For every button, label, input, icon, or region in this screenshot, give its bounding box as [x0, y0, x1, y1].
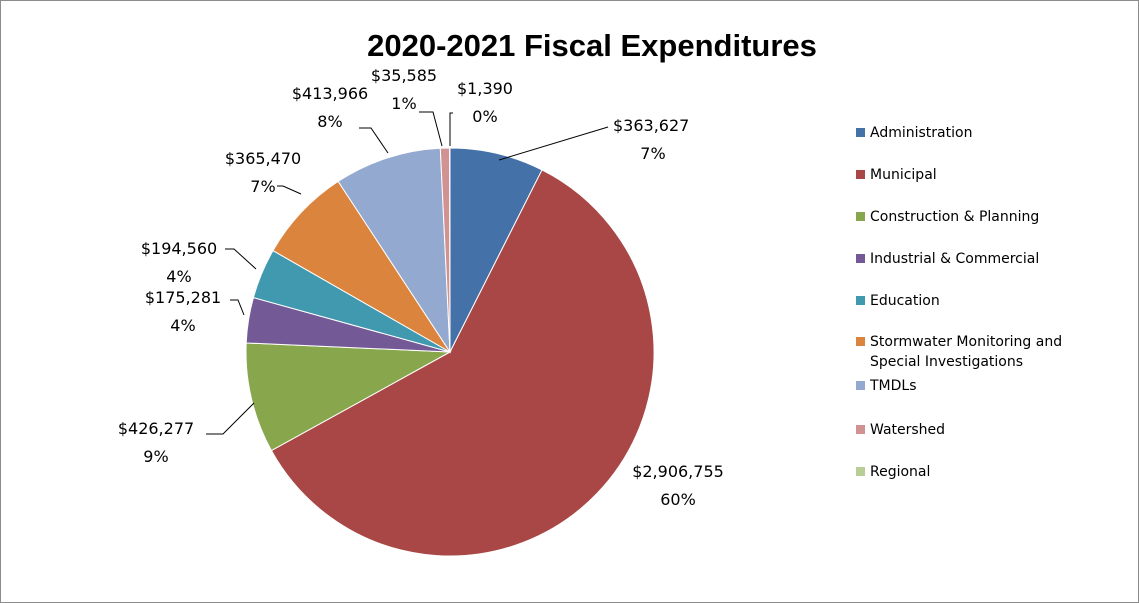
legend-label-stormwater-monitoring-and-special-investigations: Stormwater Monitoring and [870, 334, 1062, 350]
percent-label-education: 4% [166, 267, 191, 286]
percent-label-regional: 0% [472, 107, 497, 126]
value-label-watershed: $35,585 [371, 66, 437, 85]
legend-label-watershed: Watershed [870, 422, 945, 438]
percent-label-construction-and-planning: 9% [143, 447, 168, 466]
value-label-administration: $363,627 [613, 116, 689, 135]
legend-swatch-watershed [856, 425, 865, 434]
percent-label-industrial-and-commercial: 4% [170, 316, 195, 335]
percent-label-stormwater-monitoring-and-special-investigations: 7% [250, 177, 275, 196]
legend-label-administration: Administration [870, 125, 972, 141]
percent-label-tmdls: 8% [317, 112, 342, 131]
chart-title: 2020-2021 Fiscal Expenditures [367, 28, 817, 63]
legend-swatch-industrial-and-commercial [856, 254, 865, 263]
legend-swatch-construction-and-planning [856, 212, 865, 221]
percent-label-administration: 7% [640, 144, 665, 163]
percent-label-municipal: 60% [660, 490, 696, 509]
leader-line-education [225, 248, 257, 270]
leader-line-administration [498, 126, 609, 161]
legend: Administration Municipal Construction & Pl… [856, 125, 1062, 480]
percent-label-watershed: 1% [391, 94, 416, 113]
value-label-regional: $1,390 [457, 79, 513, 98]
pie-slice-construction-and-planning [245, 342, 452, 452]
data-labels: $363,627 7% $2,906,755 60% $426,277 9% $175,28… [118, 66, 724, 509]
legend-label-regional: Regional [870, 464, 930, 480]
leader-line-stormwater-monitoring-and-special-investigations [277, 185, 302, 195]
legend-label-stormwater-monitoring-and-special-investigations-line-2: Special Investigations [870, 354, 1023, 370]
legend-swatch-stormwater-monitoring-and-special-investigations [856, 337, 865, 346]
pie-slice-administration [449, 147, 543, 353]
leader-line-tmdls [359, 127, 389, 154]
legend-swatch-administration [856, 128, 865, 137]
legend-label-education: Education [870, 293, 940, 309]
leader-line-watershed [419, 111, 443, 147]
value-label-tmdls: $413,966 [292, 84, 368, 103]
value-label-construction-and-planning: $426,277 [118, 419, 194, 438]
value-label-education: $194,560 [141, 239, 217, 258]
legend-swatch-municipal [856, 170, 865, 179]
legend-swatch-education [856, 296, 865, 305]
legend-label-industrial-and-commercial: Industrial & Commercial [870, 251, 1039, 267]
leader-line-industrial-and-commercial [230, 299, 245, 316]
value-label-municipal: $2,906,755 [632, 462, 724, 481]
pie-slice-municipal [270, 169, 655, 557]
pie-slices [245, 147, 655, 557]
value-label-stormwater-monitoring-and-special-investigations: $365,470 [225, 149, 301, 168]
legend-label-municipal: Municipal [870, 167, 937, 183]
legend-swatch-regional [856, 467, 865, 476]
pie-slice-stormwater-monitoring-and-special-investigations [272, 180, 451, 353]
leader-lines [206, 111, 609, 435]
legend-label-construction-and-planning: Construction & Planning [870, 209, 1039, 225]
pie-slice-tmdls [337, 147, 451, 354]
leader-line-regional [449, 112, 453, 146]
leader-line-construction-and-planning [206, 402, 255, 435]
legend-swatch-tmdls [856, 381, 865, 390]
legend-label-tmdls: TMDLs [869, 378, 917, 394]
value-label-industrial-and-commercial: $175,281 [145, 288, 221, 307]
